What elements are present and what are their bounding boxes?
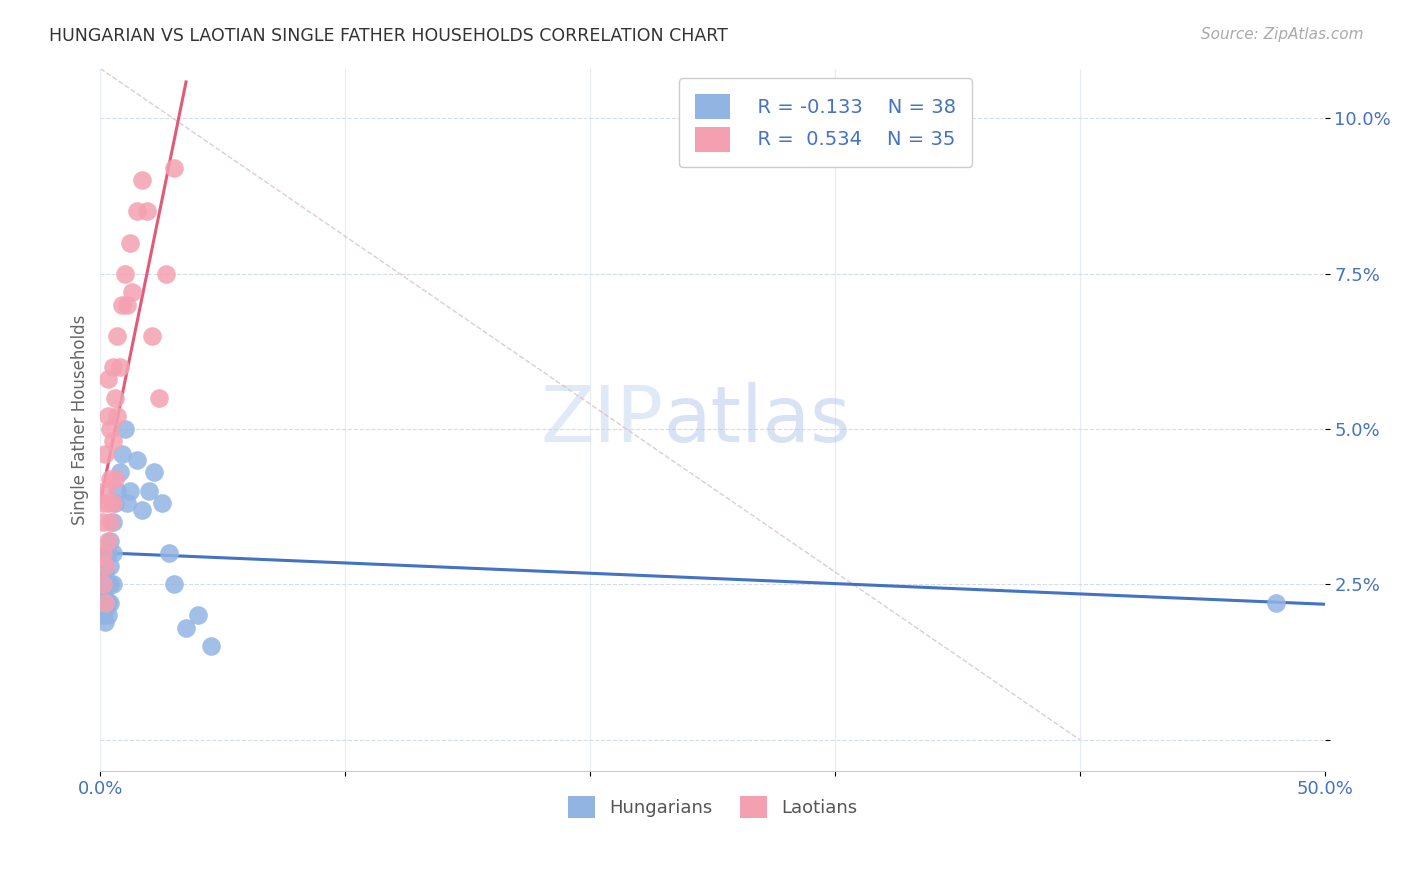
- Point: [150, 496, 173, 510]
- Point: [117, 298, 139, 312]
- Point: [97, 496, 120, 510]
- Point: [200, 640, 222, 654]
- Point: [118, 235, 141, 250]
- Point: [94, 615, 117, 629]
- Point: [121, 285, 143, 300]
- Point: [131, 502, 153, 516]
- Point: [111, 298, 134, 312]
- Point: [111, 447, 134, 461]
- Point: [174, 621, 197, 635]
- Point: [1264, 596, 1286, 610]
- Point: [97, 409, 120, 424]
- Legend: Hungarians, Laotians: Hungarians, Laotians: [561, 789, 865, 825]
- Y-axis label: Single Father Households: Single Father Households: [72, 314, 89, 524]
- Point: [98, 596, 121, 610]
- Point: [101, 434, 124, 449]
- Point: [163, 161, 186, 175]
- Point: [155, 267, 177, 281]
- Point: [94, 590, 117, 604]
- Point: [131, 173, 153, 187]
- Point: [114, 267, 136, 281]
- Point: [107, 328, 129, 343]
- Point: [91, 577, 114, 591]
- Point: [101, 546, 124, 560]
- Text: HUNGARIAN VS LAOTIAN SINGLE FATHER HOUSEHOLDS CORRELATION CHART: HUNGARIAN VS LAOTIAN SINGLE FATHER HOUSE…: [49, 27, 728, 45]
- Point: [118, 484, 141, 499]
- Point: [97, 546, 120, 560]
- Point: [114, 422, 136, 436]
- Point: [141, 328, 163, 343]
- Point: [98, 558, 121, 573]
- Point: [91, 596, 114, 610]
- Point: [91, 583, 114, 598]
- Point: [101, 359, 124, 374]
- Text: Source: ZipAtlas.com: Source: ZipAtlas.com: [1201, 27, 1364, 42]
- Point: [91, 608, 114, 623]
- Point: [138, 484, 160, 499]
- Point: [143, 466, 166, 480]
- Point: [98, 472, 121, 486]
- Point: [104, 391, 127, 405]
- Point: [94, 558, 117, 573]
- Point: [187, 608, 209, 623]
- Point: [104, 472, 127, 486]
- Point: [94, 577, 117, 591]
- Point: [98, 422, 121, 436]
- Point: [108, 466, 131, 480]
- Point: [97, 608, 120, 623]
- Point: [97, 372, 120, 386]
- Point: [107, 409, 129, 424]
- Point: [125, 453, 148, 467]
- Point: [91, 496, 114, 510]
- Point: [91, 515, 114, 529]
- Point: [101, 577, 124, 591]
- Point: [94, 565, 117, 579]
- Text: ZIP: ZIP: [540, 382, 664, 458]
- Point: [97, 533, 120, 548]
- Point: [91, 571, 114, 585]
- Point: [117, 496, 139, 510]
- Point: [91, 546, 114, 560]
- Point: [148, 391, 170, 405]
- Point: [125, 204, 148, 219]
- Point: [97, 577, 120, 591]
- Point: [98, 515, 121, 529]
- Point: [94, 596, 117, 610]
- Point: [163, 577, 186, 591]
- Point: [108, 359, 131, 374]
- Point: [94, 484, 117, 499]
- Point: [135, 204, 157, 219]
- Point: [107, 484, 129, 499]
- Point: [101, 496, 124, 510]
- Point: [97, 596, 120, 610]
- Text: atlas: atlas: [664, 382, 851, 458]
- Point: [94, 602, 117, 616]
- Point: [101, 515, 124, 529]
- Point: [157, 546, 180, 560]
- Point: [98, 533, 121, 548]
- Point: [94, 447, 117, 461]
- Point: [98, 577, 121, 591]
- Point: [104, 496, 127, 510]
